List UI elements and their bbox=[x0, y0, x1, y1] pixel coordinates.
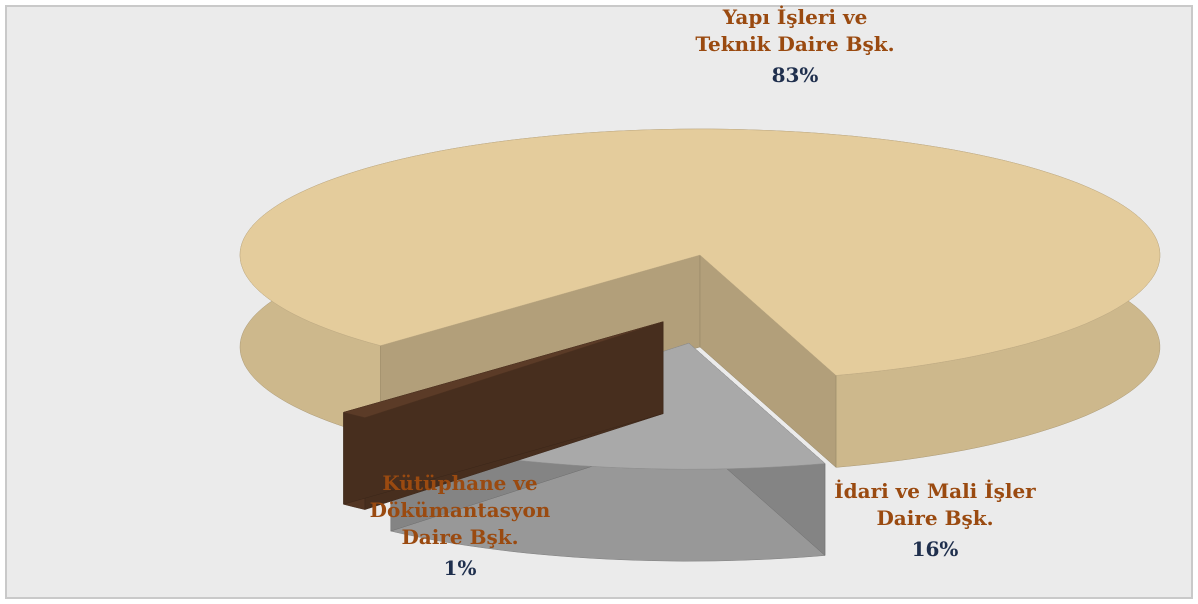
slice-value-label: 16% bbox=[912, 537, 959, 561]
slice-label-line: Kütüphane ve bbox=[382, 471, 537, 495]
slice-label-line: Daire Bşk. bbox=[876, 506, 993, 530]
slice-value-label: 83% bbox=[772, 63, 819, 87]
slice-label: Yapı İşleri ve Teknik Daire Bşk. bbox=[695, 5, 894, 56]
slice bbox=[342, 321, 664, 418]
slice-label-line: Dökümantasyon bbox=[370, 498, 551, 522]
slice-label-line: İdari ve Mali İşler bbox=[834, 479, 1036, 503]
slice-label: Kütüphane ve Dökümantasyon Daire Bşk. bbox=[370, 471, 551, 549]
slice-value-label: 1% bbox=[444, 556, 477, 580]
slice-label: İdari ve Mali İşler Daire Bşk. bbox=[834, 479, 1036, 530]
slice-label-line: Yapı İşleri ve bbox=[722, 5, 868, 29]
slice-label-line: Daire Bşk. bbox=[401, 525, 518, 549]
slice bbox=[239, 128, 1161, 376]
slice-label-line: Teknik Daire Bşk. bbox=[695, 32, 894, 56]
